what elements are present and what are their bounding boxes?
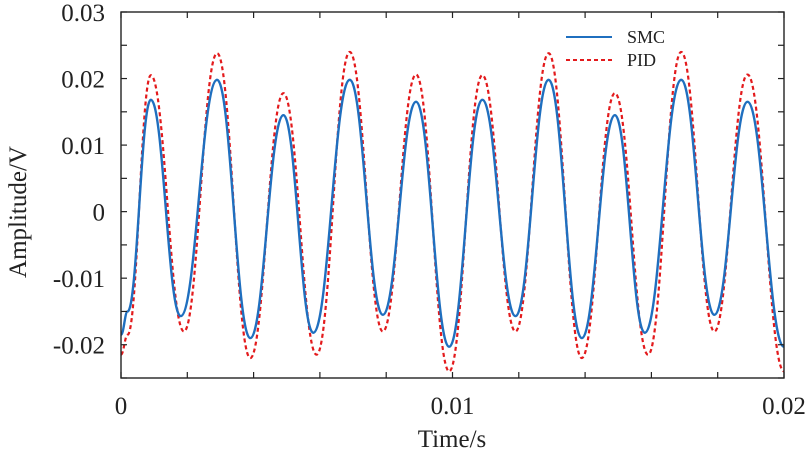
y-tick-label: 0.02 xyxy=(61,67,105,94)
y-tick-label: 0 xyxy=(93,200,106,227)
axis-tick-labels: 0 0.01 0.02 -0.02 -0.01 0 0.01 0.02 0.03 xyxy=(53,0,806,420)
legend-smc-label: SMC xyxy=(627,27,665,47)
legend: SMC PID xyxy=(566,27,665,70)
series-layer xyxy=(121,50,784,373)
legend-pid-label: PID xyxy=(627,50,656,70)
y-tick-label: -0.02 xyxy=(53,333,105,360)
x-tick-label: 0.01 xyxy=(431,393,475,420)
axis-ticks xyxy=(120,11,785,379)
series-line-smc xyxy=(121,78,784,348)
y-axis-label: Amplitude/V xyxy=(5,146,32,278)
x-tick-label: 0.02 xyxy=(762,393,806,420)
y-tick-label: 0.01 xyxy=(61,133,105,160)
x-axis-label: Time/s xyxy=(418,426,487,453)
y-tick-label: -0.01 xyxy=(53,266,105,293)
x-tick-label: 0 xyxy=(115,393,128,420)
y-tick-label: 0.03 xyxy=(61,0,105,27)
